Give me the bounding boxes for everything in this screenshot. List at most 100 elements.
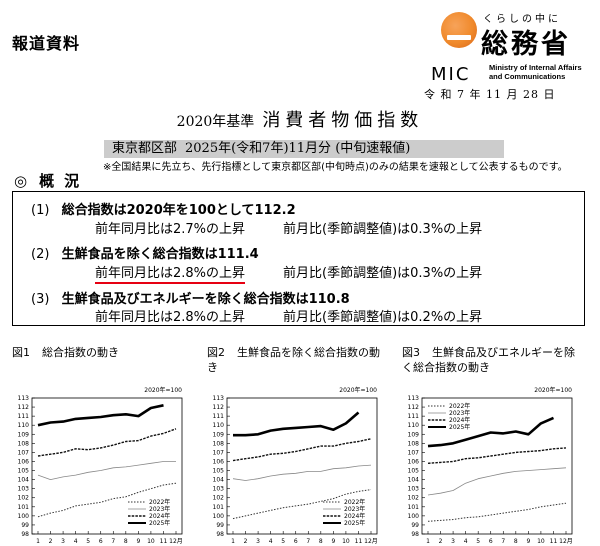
series-line-2025年 <box>233 411 360 437</box>
section-label: 概況 <box>39 172 90 190</box>
y-tick-label: 109 <box>408 431 420 438</box>
y-tick-label: 111 <box>18 413 30 420</box>
legend-label: 2025年 <box>344 519 365 527</box>
x-tick-label: 5 <box>86 538 90 545</box>
y-tick-label: 100 <box>213 513 225 520</box>
series-line-2023年 <box>232 464 372 481</box>
legend-label: 2022年 <box>149 498 170 506</box>
y-tick-label: 99 <box>21 522 29 529</box>
y-tick-label: 102 <box>213 495 225 502</box>
x-tick-label: 12月 <box>559 538 573 545</box>
x-tick-label: 2 <box>439 538 443 545</box>
x-tick-label: 4 <box>74 538 78 545</box>
y-tick-label: 103 <box>18 486 30 493</box>
y-tick-label: 107 <box>408 449 420 456</box>
x-tick-label: 7 <box>306 538 310 545</box>
summary-item-number: (2) <box>31 247 50 262</box>
chart-plot-frame <box>31 397 183 535</box>
x-tick-label: 5 <box>281 538 285 545</box>
y-tick-label: 103 <box>408 486 420 493</box>
x-tick-label: 11 <box>160 538 168 545</box>
x-tick-label: 9 <box>136 538 140 545</box>
x-tick-label: 3 <box>256 538 260 545</box>
series-line-2024年 <box>232 438 372 462</box>
y-tick-label: 113 <box>18 395 30 402</box>
logo-tagline: くらしの中に <box>483 14 561 25</box>
summary-item-2-yoy: 前年同月比は2.8%の上昇 <box>95 262 246 284</box>
legend-label: 2025年 <box>449 423 470 431</box>
y-tick-label: 101 <box>18 504 30 511</box>
figure-2-title: 図2 生鮮食品を除く総合指数の動き <box>207 345 382 375</box>
x-tick-label: 7 <box>111 538 115 545</box>
ministry-logo-icon <box>441 12 477 48</box>
y-tick-label: 99 <box>216 522 224 529</box>
y-tick-label: 111 <box>408 413 420 420</box>
summary-item-base-text: は <box>295 292 309 307</box>
summary-item-base-text: は2020年を100として <box>113 203 255 218</box>
mic-abbrev: MIC <box>431 64 471 85</box>
press-release-label: 報道資料 <box>12 34 81 53</box>
figure-number: 図1 <box>12 346 30 359</box>
release-date: 令 和 7 年 11 月 28 日 <box>424 88 556 101</box>
series-line-2025年 <box>37 404 164 427</box>
y-tick-label: 104 <box>408 477 420 484</box>
chart-plot-frame <box>226 397 378 535</box>
summary-item-2-headline: (2) 生鮮食品を除く総合指数は111.4 <box>31 243 259 262</box>
title-base-year: 2020年基準 <box>176 114 255 130</box>
release-note: ※全国結果に先立ち、先行指標として東京都区部(中旬時点)のみの結果を速報として公… <box>103 162 568 173</box>
y-tick-label: 100 <box>408 513 420 520</box>
y-tick-label: 113 <box>213 395 225 402</box>
title-main: 消費者物価指数 <box>262 110 424 131</box>
x-tick-label: 2 <box>244 538 248 545</box>
summary-item-name: 総合指数 <box>61 203 114 218</box>
y-tick-label: 110 <box>213 422 225 429</box>
subtitle-region: 東京都区部 <box>112 141 178 156</box>
series-line-2023年 <box>37 461 176 480</box>
figure-caption: 生鮮食品を除く総合指数の動き <box>207 346 380 374</box>
y-tick-label: 108 <box>213 440 225 447</box>
y-tick-label: 102 <box>18 495 30 502</box>
summary-item-3-yoy: 前年同月比は2.8%の上昇 <box>95 310 246 325</box>
summary-box: (1) 総合指数は2020年を100として112.2 前年同月比は2.7%の上昇… <box>12 191 585 326</box>
figure-1-title: 図1 総合指数の動き <box>12 345 192 360</box>
subtitle-bar: 東京都区部 2025年(令和7年)11月分 (中旬速報値) <box>104 140 504 158</box>
summary-item-value: 112.2 <box>254 203 296 218</box>
x-tick-label: 1 <box>231 538 235 545</box>
page-title: 2020年基準 消費者物価指数 <box>0 106 600 132</box>
subtitle-period: 2025年(令和7年)11月分 (中旬速報値) <box>185 141 411 156</box>
summary-item-3-headline: (3) 生鮮食品及びエネルギーを除く総合指数は110.8 <box>31 288 350 307</box>
x-tick-label: 1 <box>36 538 40 545</box>
y-tick-label: 98 <box>21 531 29 538</box>
summary-item-value: 110.8 <box>308 292 350 307</box>
x-tick-label: 10 <box>342 538 350 545</box>
chart-figure-2: 2020年=1009899100101102103104105106107108… <box>213 386 378 545</box>
y-tick-label: 107 <box>18 449 30 456</box>
x-tick-label: 4 <box>269 538 273 545</box>
legend-label: 2023年 <box>149 505 170 513</box>
x-tick-label: 5 <box>476 538 480 545</box>
summary-item-name: 生鮮食品を除く総合指数 <box>61 247 205 262</box>
x-tick-label: 11 <box>550 538 558 545</box>
y-tick-label: 108 <box>408 440 420 447</box>
chart-plot-frame <box>421 397 573 535</box>
y-tick-label: 109 <box>18 431 30 438</box>
x-tick-label: 9 <box>331 538 335 545</box>
x-tick-label: 12月 <box>169 538 183 545</box>
x-tick-label: 12月 <box>364 538 378 545</box>
y-tick-label: 113 <box>408 395 420 402</box>
x-tick-label: 10 <box>147 538 155 545</box>
legend-label: 2023年 <box>344 505 365 513</box>
y-tick-label: 105 <box>408 468 420 475</box>
summary-item-number: (1) <box>31 203 50 218</box>
y-tick-label: 99 <box>411 522 419 529</box>
figure-caption: 総合指数の動き <box>42 346 119 359</box>
chart-figure-3: 2020年=1009899100101102103104105106107108… <box>408 386 573 545</box>
series-line-2024年 <box>427 447 567 464</box>
y-tick-label: 112 <box>213 404 225 411</box>
legend-label: 2022年 <box>344 498 365 506</box>
series-line-2023年 <box>427 467 567 496</box>
chart-base-label: 2020年=100 <box>534 386 572 394</box>
figure-3-title: 図3 生鮮食品及びエネルギーを除く総合指数の動き <box>402 345 577 375</box>
y-tick-label: 106 <box>213 458 225 465</box>
legend-label: 2023年 <box>449 409 470 417</box>
